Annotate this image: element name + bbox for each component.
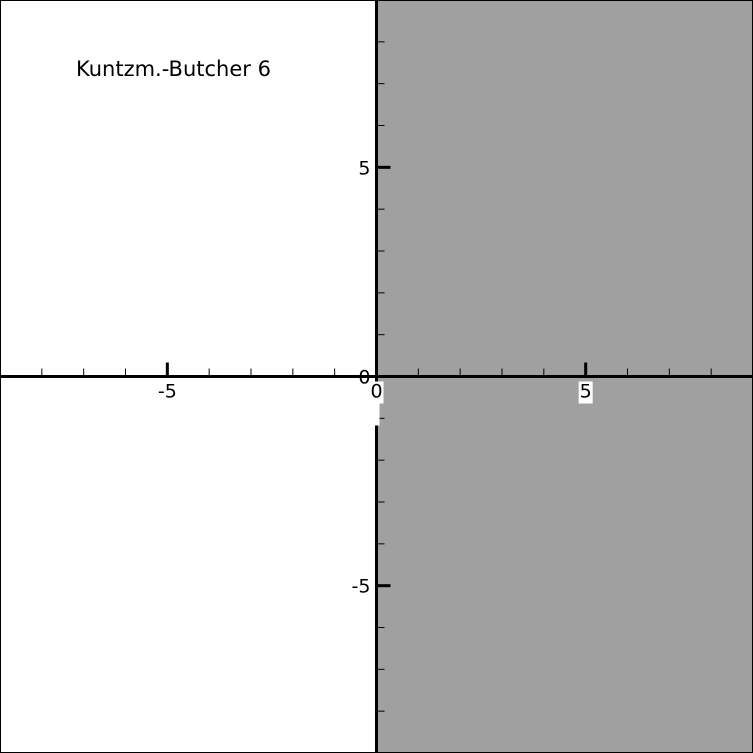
chart-title: Kuntzm.-Butcher 6 [76, 57, 271, 81]
origin-label-notch [373, 403, 380, 426]
x-tick-label-background [369, 381, 384, 404]
x-tick-label: 0 [370, 381, 382, 403]
x-tick-label-background [578, 381, 593, 404]
x-tick-label: -5 [158, 381, 177, 403]
tick-labels-layer: -5 0 5 5 0 -5 [158, 157, 593, 598]
x-tick-label: 5 [580, 381, 592, 403]
y-tick-label: 0 [358, 367, 370, 389]
y-tick-label: -5 [352, 576, 371, 598]
y-tick-label: 5 [358, 157, 370, 179]
